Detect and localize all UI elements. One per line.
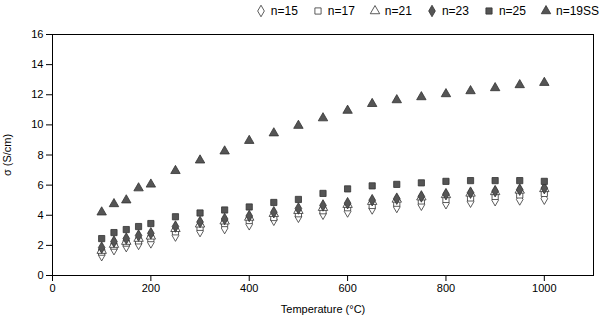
svg-text:14: 14 <box>31 58 43 70</box>
svg-text:Temperature (°C): Temperature (°C) <box>281 303 365 315</box>
html-text:n=25: n=25 <box>498 4 526 18</box>
svg-text:1000: 1000 <box>532 282 556 294</box>
html-text:n=23: n=23 <box>441 4 469 18</box>
svg-text:2: 2 <box>37 239 43 251</box>
html-text:n=17: n=17 <box>327 4 355 18</box>
svg-text:600: 600 <box>338 282 356 294</box>
svg-text:4: 4 <box>37 209 43 221</box>
svg-text:0: 0 <box>37 269 43 281</box>
svg-text:200: 200 <box>142 282 160 294</box>
svg-text:6: 6 <box>37 179 43 191</box>
svg-text:16: 16 <box>31 28 43 40</box>
svg-text:800: 800 <box>437 282 455 294</box>
svg-text:8: 8 <box>37 149 43 161</box>
html-text:n=21: n=21 <box>384 4 412 18</box>
html-text:n=15: n=15 <box>270 4 298 18</box>
svg-text:400: 400 <box>240 282 258 294</box>
svg-text:σ (S/cm): σ (S/cm) <box>1 134 13 176</box>
html-text:n=19SS: n=19SS <box>556 4 599 18</box>
svg-text:12: 12 <box>31 88 43 100</box>
svg-text:10: 10 <box>31 118 43 130</box>
svg-text:0: 0 <box>49 282 55 294</box>
